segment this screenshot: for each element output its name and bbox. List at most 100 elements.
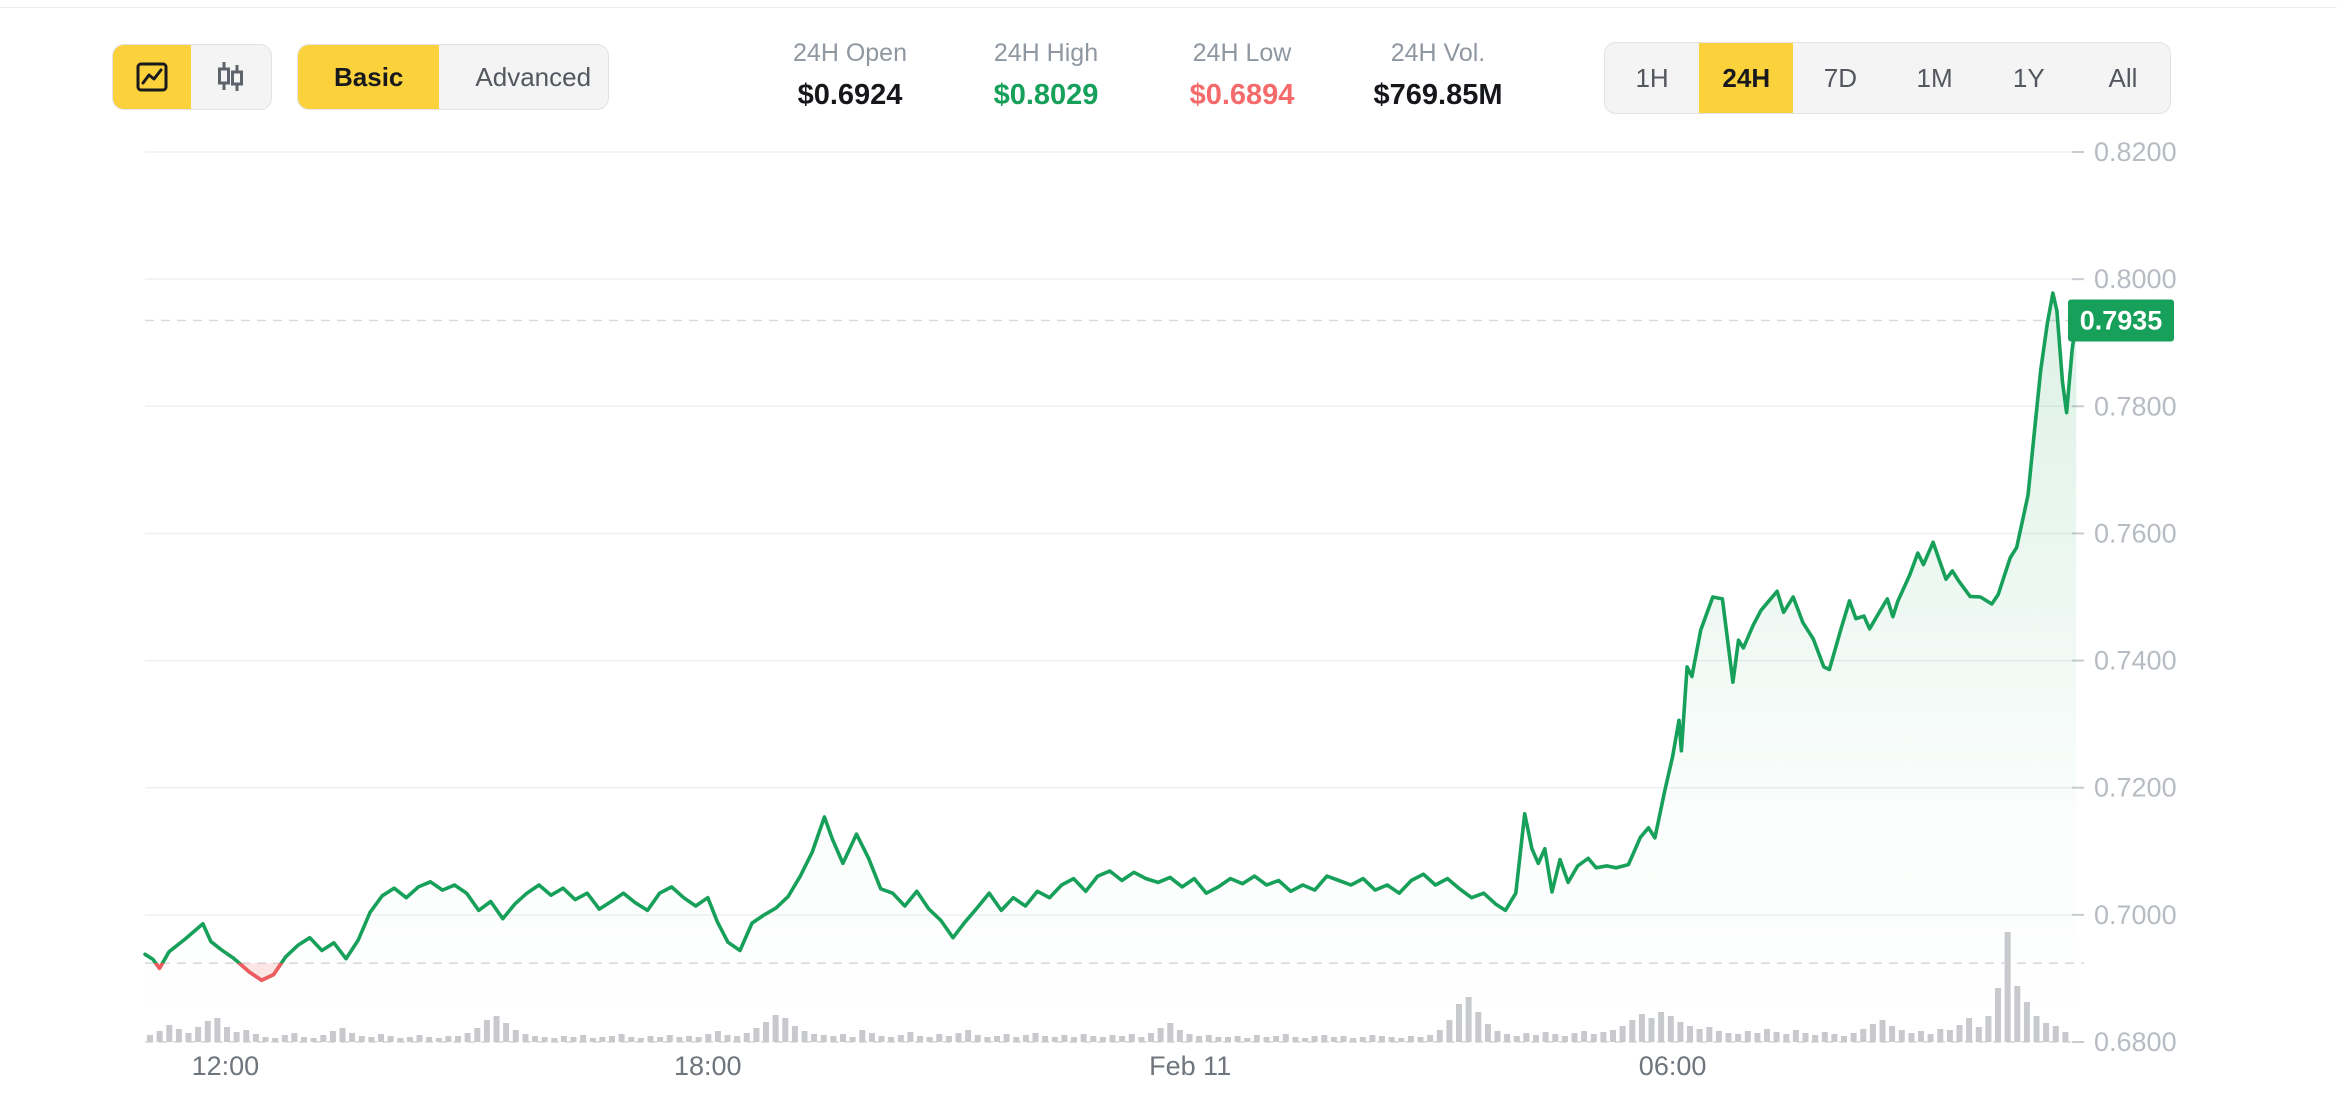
y-axis-label: 0.7600	[2094, 518, 2177, 548]
volume-bar	[1263, 1037, 1270, 1042]
volume-bar	[714, 1031, 721, 1042]
volume-bar	[897, 1035, 904, 1042]
volume-bar	[1658, 1012, 1665, 1042]
volume-bar	[811, 1034, 818, 1042]
volume-bar	[2023, 1002, 2030, 1042]
volume-bar	[1427, 1035, 1434, 1042]
volume-bar	[368, 1037, 375, 1042]
range-1h-button[interactable]: 1H	[1605, 43, 1699, 113]
volume-bar	[185, 1033, 192, 1042]
volume-bar	[936, 1034, 943, 1042]
volume-bar	[1995, 988, 2001, 1042]
volume-bar	[1398, 1038, 1405, 1042]
volume-bar	[349, 1033, 356, 1042]
volume-bar	[628, 1037, 635, 1042]
volume-bar	[609, 1036, 615, 1042]
volume-bar	[1687, 1026, 1693, 1042]
volume-bar	[1735, 1034, 1742, 1042]
stat-value: $0.6894	[1189, 78, 1295, 111]
top-divider	[0, 7, 2337, 8]
volume-bar	[1590, 1034, 1597, 1042]
volume-bar	[1302, 1038, 1308, 1042]
volume-bar	[1244, 1038, 1251, 1042]
y-axis-label: 0.8200	[2094, 137, 2177, 167]
volume-bar	[1638, 1014, 1645, 1042]
x-axis-label: 12:00	[192, 1051, 260, 1081]
volume-bar	[532, 1036, 538, 1042]
volume-bar	[1542, 1032, 1549, 1042]
volume-bar	[1975, 1027, 1982, 1042]
volume-bar	[743, 1033, 750, 1042]
volume-bar	[1071, 1037, 1077, 1042]
range-7d-button[interactable]: 7D	[1793, 43, 1887, 113]
volume-bar	[1773, 1032, 1780, 1042]
volume-bar	[1802, 1033, 1809, 1042]
volume-bar	[1253, 1035, 1260, 1042]
volume-bar	[637, 1038, 644, 1042]
volume-bar	[551, 1038, 558, 1042]
volume-bar	[2043, 1023, 2050, 1042]
volume-bar	[1388, 1037, 1395, 1042]
line-chart-type-button[interactable]	[113, 45, 191, 109]
basic-mode-button[interactable]: Basic	[298, 45, 440, 109]
volume-bar	[830, 1036, 837, 1042]
volume-bar	[657, 1037, 664, 1042]
volume-bar	[281, 1035, 288, 1042]
volume-bar	[1051, 1037, 1058, 1042]
volume-bar	[974, 1035, 981, 1042]
volume-bar	[1581, 1031, 1588, 1042]
chart-style-toggle: Basic Advanced	[297, 44, 609, 110]
volume-bar	[580, 1035, 587, 1042]
time-range-toggle: 1H 24H 7D 1M 1Y All	[1604, 42, 2171, 114]
volume-bar	[1475, 1012, 1482, 1042]
x-axis-label: Feb 11	[1149, 1051, 1231, 1081]
current-price-label: 0.7935	[2080, 305, 2163, 335]
volume-bar	[1167, 1023, 1174, 1042]
volume-bar	[1176, 1030, 1183, 1042]
volume-bar	[1754, 1033, 1761, 1042]
volume-bar	[1061, 1035, 1068, 1042]
volume-bar	[1225, 1037, 1231, 1042]
volume-bar	[1831, 1034, 1838, 1042]
range-1y-button[interactable]: 1Y	[1982, 43, 2076, 113]
volume-bar	[926, 1037, 933, 1042]
volume-bar	[840, 1034, 846, 1042]
volume-bar	[406, 1037, 413, 1042]
stat-label: 24H Low	[1192, 39, 1292, 67]
volume-bar	[272, 1038, 279, 1042]
volume-bar	[763, 1022, 769, 1042]
volume-bar	[1860, 1029, 1867, 1042]
price-area-fill	[145, 293, 2077, 1043]
range-1m-button[interactable]: 1M	[1888, 43, 1982, 113]
volume-bar	[1667, 1016, 1674, 1042]
candlestick-icon	[218, 62, 243, 91]
volume-bar	[1369, 1035, 1376, 1042]
candlestick-chart-type-button[interactable]	[191, 45, 269, 109]
volume-bar	[1850, 1033, 1857, 1042]
stat-label: 24H Vol.	[1390, 39, 1486, 67]
volume-bar	[1273, 1036, 1280, 1042]
volume-bar	[1407, 1036, 1414, 1042]
line-chart-icon	[136, 62, 168, 92]
volume-bar	[1119, 1036, 1126, 1042]
volume-bar	[1821, 1032, 1828, 1042]
range-24h-button[interactable]: 24H	[1699, 43, 1794, 113]
volume-bar	[1552, 1034, 1559, 1042]
volume-bar	[1571, 1033, 1578, 1042]
volume-bar	[1359, 1037, 1366, 1042]
volume-bar	[676, 1037, 683, 1042]
range-all-button[interactable]: All	[2076, 43, 2170, 113]
advanced-mode-button[interactable]: Advanced	[439, 45, 608, 109]
volume-bar	[1032, 1033, 1039, 1042]
volume-bar	[166, 1025, 173, 1042]
volume-bar	[849, 1037, 856, 1042]
chart-type-toggle	[112, 44, 272, 110]
volume-bar	[243, 1030, 250, 1042]
volume-bar	[965, 1030, 972, 1042]
volume-bar	[859, 1030, 866, 1042]
volume-bar	[1513, 1036, 1520, 1042]
volume-bar	[666, 1035, 673, 1042]
volume-bar	[435, 1038, 442, 1042]
volume-bar	[984, 1037, 991, 1042]
